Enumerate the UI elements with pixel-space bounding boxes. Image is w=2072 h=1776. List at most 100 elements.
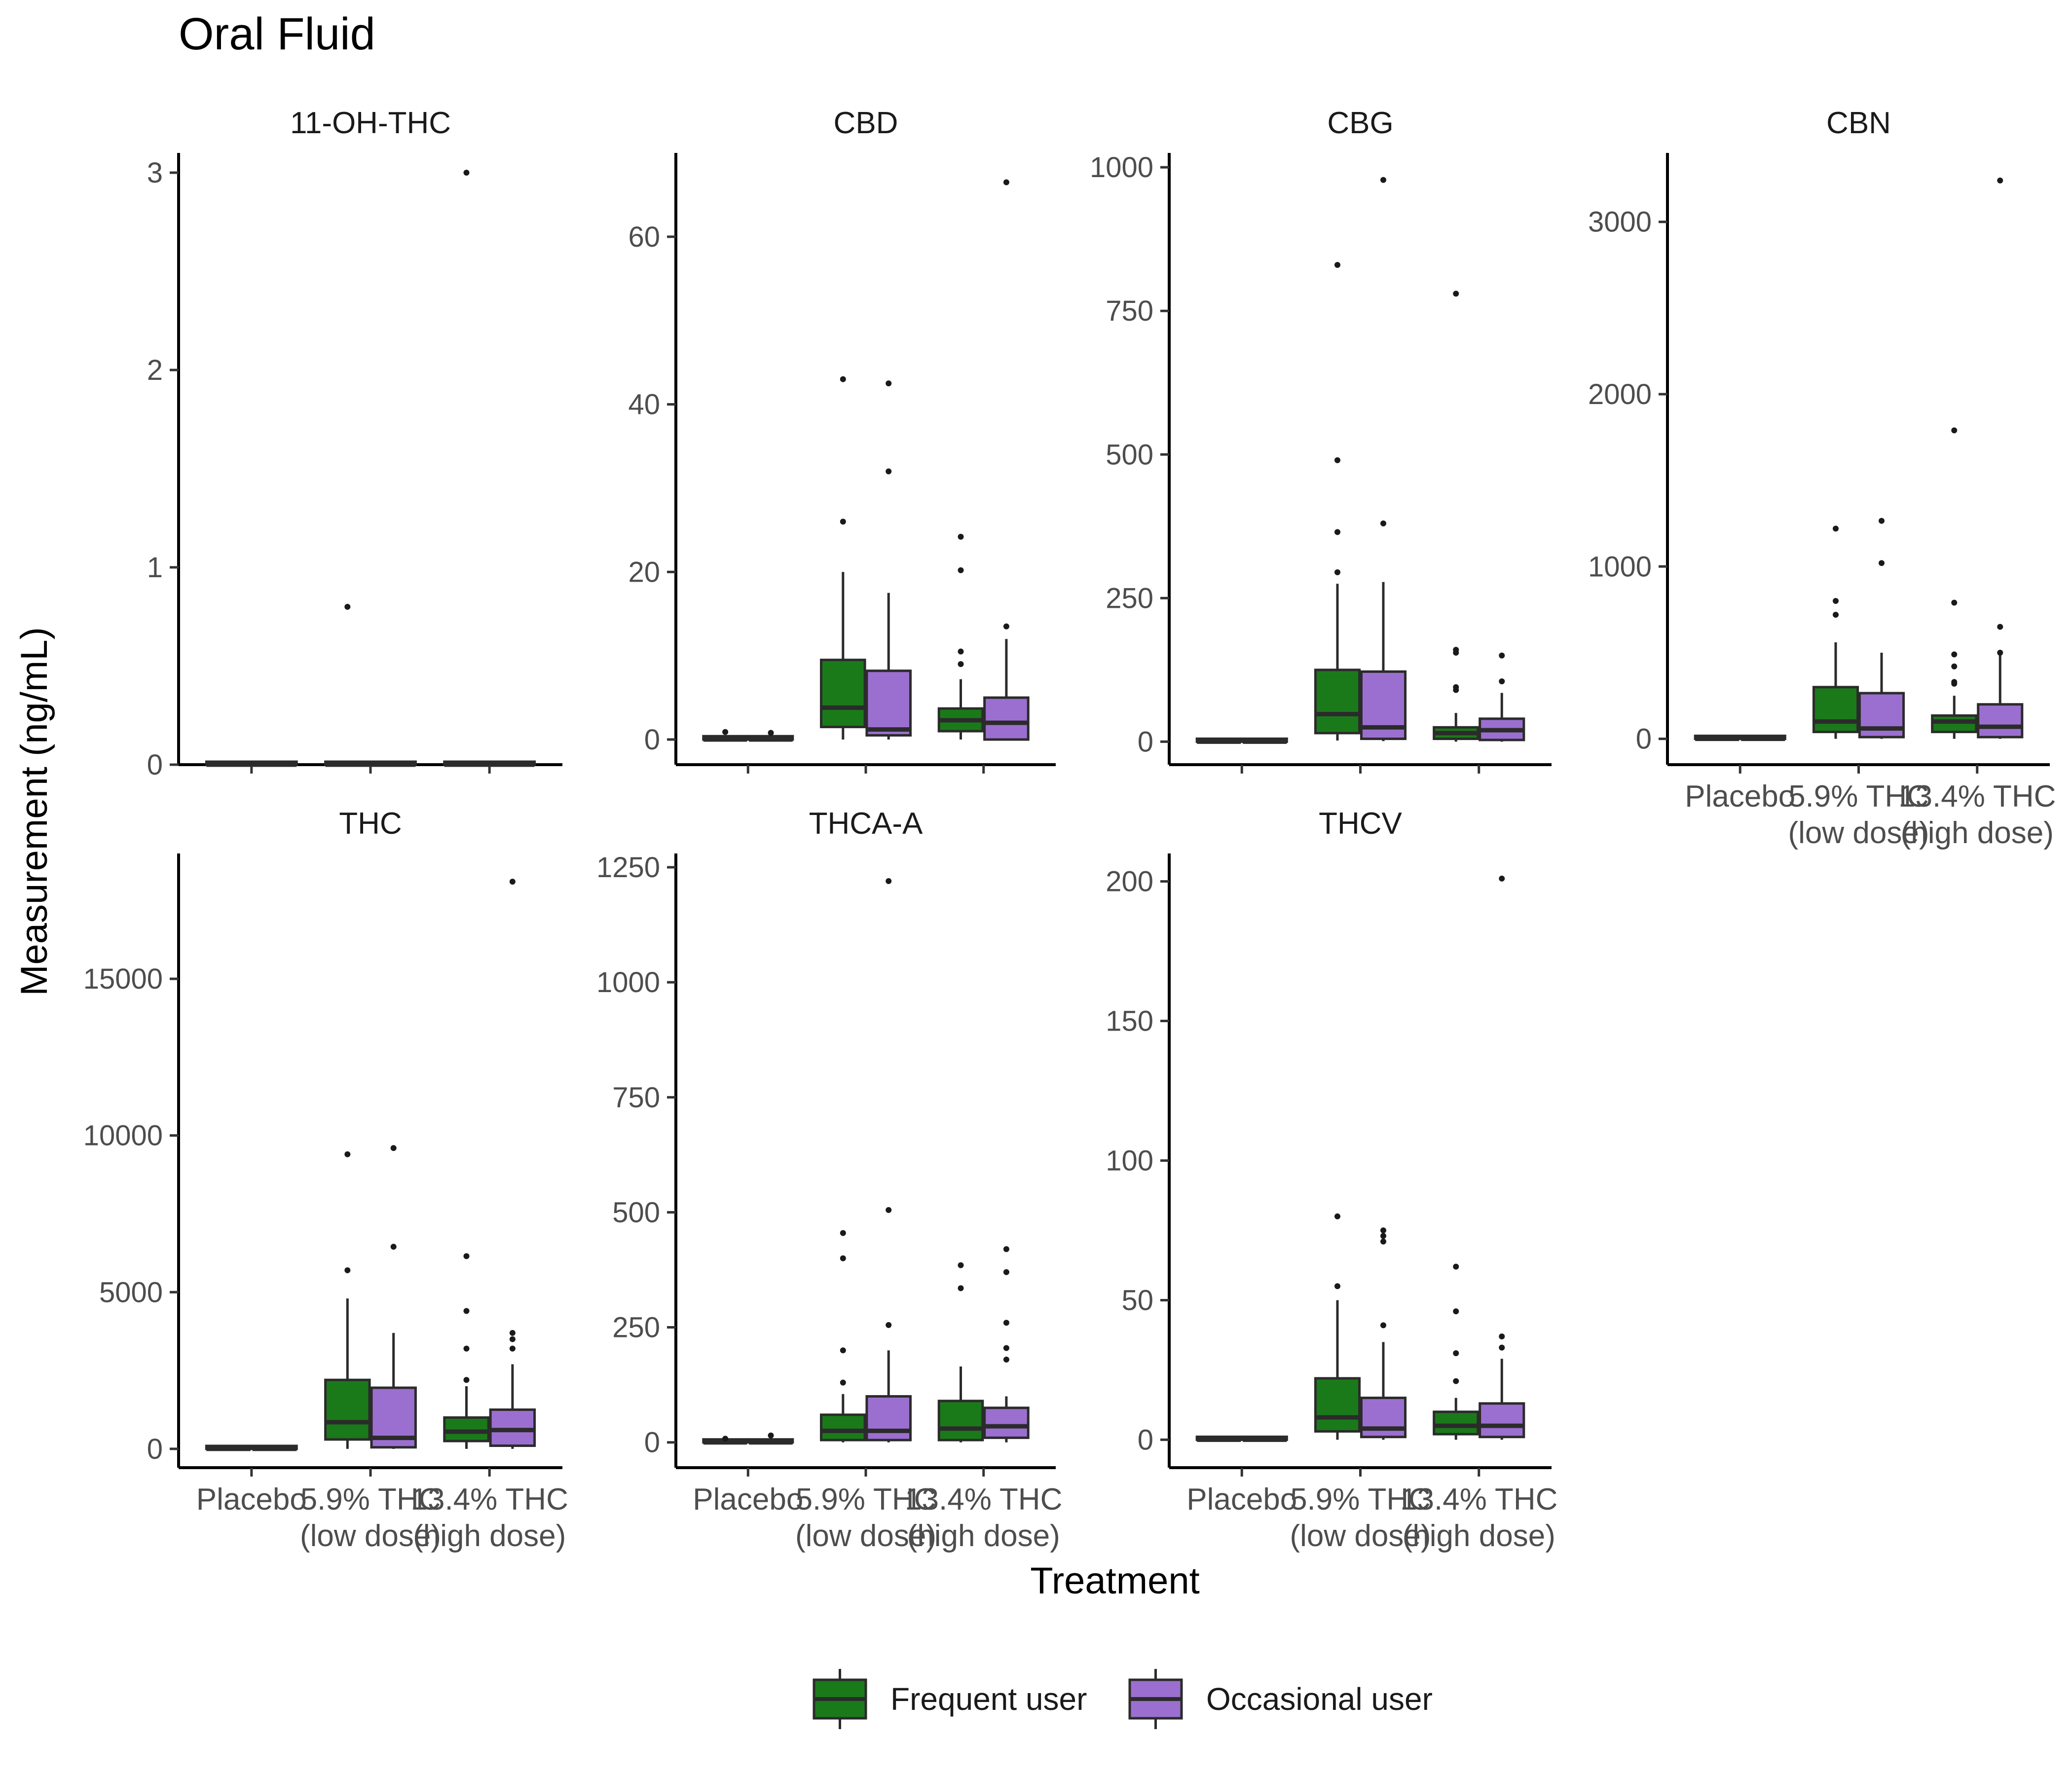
- box-11-oh-thc-frequent-user-cat1: [324, 604, 371, 767]
- outlier-point: [1003, 623, 1009, 629]
- box-cbn-occasional-user-cat0: [1739, 735, 1786, 741]
- x-tick-label-line: 5.9% THC: [796, 1482, 936, 1517]
- x-tick-label-line: Placebo: [693, 1482, 803, 1517]
- box-body: [1812, 686, 1859, 734]
- outlier-point: [1453, 647, 1459, 653]
- outlier-point: [1380, 1322, 1386, 1329]
- outlier-point: [768, 1432, 774, 1439]
- x-tick-label: 5.9% THC (low dose): [1290, 1482, 1431, 1553]
- y-tick-label: 100: [1106, 1145, 1153, 1177]
- y-tick-label: 5000: [99, 1276, 163, 1308]
- outlier-point: [1997, 649, 2003, 656]
- box-cbd-occasional-user-cat0: [747, 730, 794, 742]
- y-tick-label: 0: [1138, 1424, 1153, 1456]
- outlier-point: [463, 1377, 470, 1383]
- box-body: [1314, 1377, 1361, 1433]
- x-tick-label-line: (high dose): [907, 1519, 1060, 1553]
- x-tick-label: 5.9% THC (low dose): [300, 1482, 441, 1553]
- box-cbg-occasional-user-cat1: [1360, 177, 1407, 741]
- outlier-point: [768, 730, 774, 736]
- box-body: [1360, 1397, 1407, 1439]
- box-cbg-frequent-user-cat0: [1195, 737, 1242, 744]
- box-thca-a-frequent-user-cat2: [937, 1262, 984, 1443]
- outlier-point: [463, 1308, 470, 1314]
- panel-cbd: CBD 0 20 40 60: [628, 106, 1056, 774]
- outlier-point: [958, 648, 964, 655]
- outlier-point: [1380, 1227, 1386, 1233]
- x-axis-title: Treatment: [1030, 1560, 1200, 1602]
- x-tick-label: Placebo: [1186, 1482, 1297, 1517]
- box-cbn-frequent-user-cat1: [1812, 525, 1859, 739]
- legend-item-occasional-user: Occasional user: [1128, 1669, 1433, 1729]
- box-cbg-frequent-user-cat1: [1314, 262, 1361, 741]
- x-tick-label-line: (low dose): [1788, 816, 1929, 850]
- outlier-point: [1951, 599, 1958, 606]
- outlier-point: [1499, 652, 1505, 659]
- x-tick-label-line: 13.4% THC: [1400, 1482, 1557, 1517]
- panel-title-thcv: THCV: [1319, 807, 1402, 841]
- x-tick-label-line: Placebo: [1186, 1482, 1297, 1517]
- outlier-point: [509, 1336, 516, 1342]
- box-body: [1314, 668, 1361, 735]
- outlier-point: [722, 729, 729, 735]
- outlier-point: [509, 1345, 516, 1352]
- y-tick-label: 40: [628, 389, 660, 421]
- y-tick-label: 2: [147, 354, 163, 386]
- outlier-point: [886, 468, 892, 475]
- y-tick-label: 200: [1106, 866, 1153, 898]
- y-tick-label: 15000: [83, 963, 163, 995]
- box-body: [865, 669, 912, 737]
- outlier-point: [886, 1207, 892, 1213]
- outlier-point: [1951, 651, 1958, 658]
- box-body: [983, 1406, 1030, 1439]
- y-tick-label: 2000: [1588, 378, 1652, 410]
- outlier-point: [1879, 518, 1885, 524]
- outlier-point: [1499, 875, 1505, 882]
- x-tick-label: 13.4% THC (high dose): [1400, 1482, 1557, 1553]
- x-tick-label-line: 5.9% THC: [300, 1482, 441, 1517]
- y-tick-label: 1: [147, 552, 163, 584]
- outlier-point: [840, 1379, 846, 1386]
- y-tick-label: 1000: [596, 966, 660, 999]
- outlier-point: [1997, 177, 2003, 184]
- x-tick-label-line: Placebo: [1685, 779, 1795, 814]
- box-cbg-frequent-user-cat2: [1433, 291, 1480, 742]
- outlier-point: [1453, 684, 1459, 690]
- panel-cbg: CBG 0 250 500 750 1000: [1090, 106, 1552, 774]
- outlier-point: [1951, 663, 1958, 669]
- box-11-oh-thc-occasional-user-cat0: [251, 760, 298, 767]
- box-body: [937, 1400, 984, 1442]
- outlier-point: [1334, 1213, 1340, 1220]
- x-tick-label-line: (low dose): [300, 1519, 441, 1553]
- box-thc-frequent-user-cat1: [324, 1151, 371, 1449]
- outlier-point: [1499, 1344, 1505, 1351]
- outlier-point: [1833, 598, 1839, 604]
- box-thcv-occasional-user-cat0: [1241, 1435, 1288, 1442]
- outlier-point: [1334, 262, 1340, 268]
- box-thc-occasional-user-cat1: [370, 1145, 417, 1449]
- outlier-point: [463, 1253, 470, 1259]
- outlier-point: [463, 1345, 470, 1352]
- outlier-point: [1003, 1269, 1009, 1275]
- x-tick-label: 13.4% THC (high dose): [411, 1482, 568, 1553]
- y-tick-label: 3000: [1588, 206, 1652, 238]
- box-thca-a-occasional-user-cat1: [865, 878, 912, 1443]
- outlier-point: [958, 1285, 964, 1292]
- y-tick-label: 500: [612, 1196, 660, 1228]
- box-cbn-occasional-user-cat1: [1858, 518, 1905, 739]
- outlier-point: [958, 1262, 964, 1268]
- box-thcv-frequent-user-cat0: [1195, 1435, 1242, 1442]
- box-body: [324, 1378, 371, 1441]
- outlier-point: [1453, 1263, 1459, 1270]
- x-tick-label: Placebo: [196, 1482, 307, 1517]
- outlier-point: [390, 1244, 397, 1250]
- box-cbg-occasional-user-cat0: [1241, 737, 1288, 744]
- y-tick-label: 0: [644, 1427, 660, 1459]
- box-body: [865, 1395, 912, 1442]
- y-tick-label: 50: [1121, 1284, 1153, 1316]
- y-tick-label: 1000: [1588, 551, 1652, 583]
